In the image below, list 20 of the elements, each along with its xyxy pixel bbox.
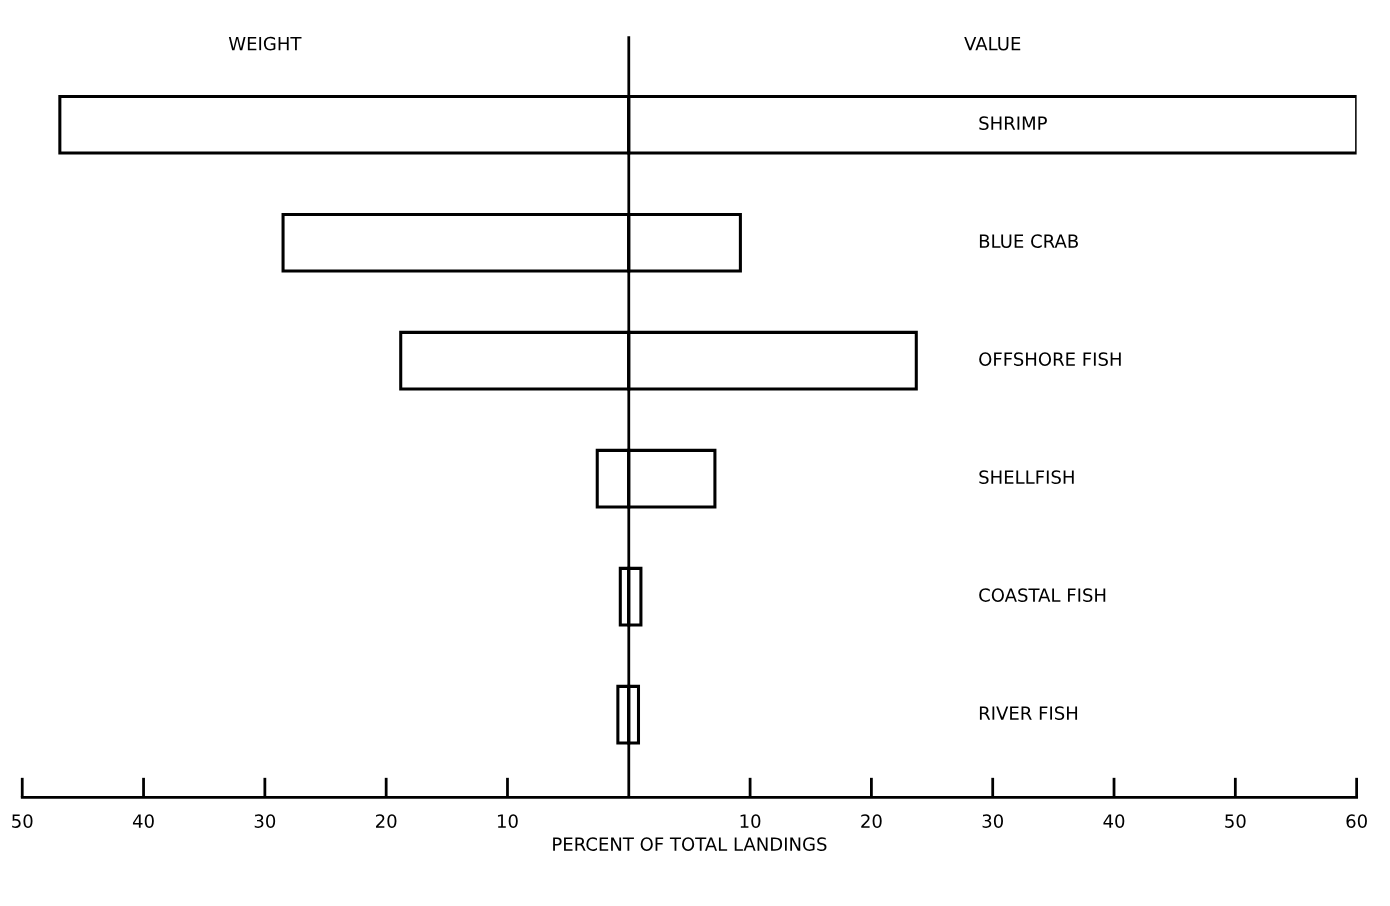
text: VALUE xyxy=(964,37,1021,51)
y-tick-label: SHRIMP xyxy=(979,116,1047,130)
y-tick-label: RIVER FISH xyxy=(979,706,1078,720)
x-tick-label: 10 xyxy=(497,814,518,828)
y-tick-label: OFFSHORE FISH xyxy=(979,352,1121,366)
x-tick-label: 30 xyxy=(982,814,1003,828)
y-tick-label: SHELLFISH xyxy=(979,470,1074,484)
x-tick-label: 30 xyxy=(254,814,276,828)
y-tick-label: BLUE CRAB xyxy=(979,234,1078,248)
x-tick-label: 40 xyxy=(132,814,154,828)
x-tick-label: 50 xyxy=(12,814,33,828)
text: WEIGHT xyxy=(228,36,302,51)
x-tick-label: 60 xyxy=(1346,814,1367,828)
x-tick-label: 20 xyxy=(861,814,882,828)
y-tick-label: COASTAL FISH xyxy=(979,588,1106,602)
x-tick-label: 20 xyxy=(376,814,397,828)
x-tick-label: 10 xyxy=(740,814,761,828)
x-axis-title: PERCENT OF TOTAL LANDINGS xyxy=(553,837,827,851)
x-tick-label: 50 xyxy=(1225,814,1246,828)
x-tick-label: 40 xyxy=(1103,814,1125,828)
